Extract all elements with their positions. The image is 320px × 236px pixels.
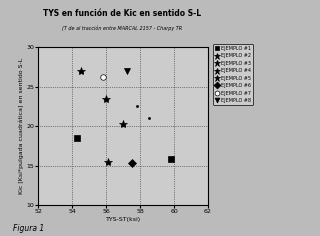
- Y-axis label: Kic [Ksi*pulgada cuadrática] en sentido S-L: Kic [Ksi*pulgada cuadrática] en sentido …: [18, 58, 24, 194]
- Text: Figura 1: Figura 1: [13, 224, 44, 233]
- Text: (T de al tracción entre MARCAL 2157 - Charpy TR: (T de al tracción entre MARCAL 2157 - Ch…: [61, 26, 182, 31]
- X-axis label: TYS-ST(ksi): TYS-ST(ksi): [106, 217, 141, 222]
- Legend: EJEMPLO #1, EJEMPLO #2, EJEMPLO #3, EJEMPLO #4, EJEMPLO #5, EJEMPLO #6, EJEMPLO : EJEMPLO #1, EJEMPLO #2, EJEMPLO #3, EJEM…: [213, 44, 253, 105]
- Text: TYS en función de Kic en sentido S-L: TYS en función de Kic en sentido S-L: [43, 9, 201, 18]
